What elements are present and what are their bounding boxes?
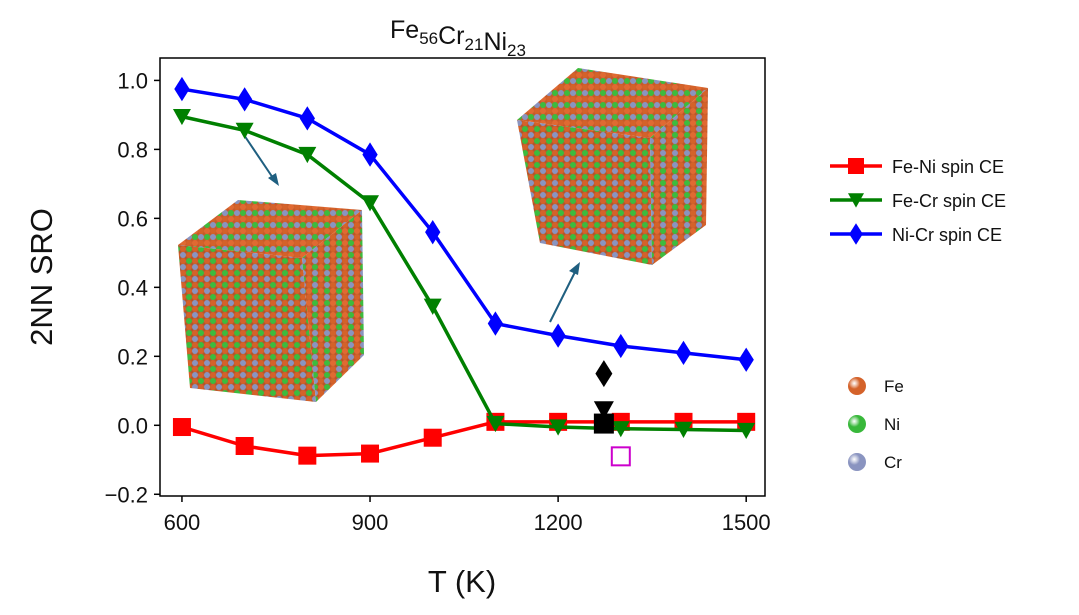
data-point <box>298 146 317 164</box>
y-tick-label: −0.2 <box>105 482 148 507</box>
x-axis-ticks: 600 900 1200 1500 <box>164 496 771 535</box>
cube-illustration-high-t <box>517 68 708 265</box>
data-point <box>361 444 380 463</box>
black-square-marker <box>593 413 614 434</box>
data-point <box>487 311 504 336</box>
magenta-open-square-marker <box>610 446 631 467</box>
series-layer <box>172 76 756 465</box>
data-point <box>486 415 505 433</box>
legend-label: Fe-Cr spin CE <box>892 191 1006 211</box>
x-tick-label: 1200 <box>534 510 583 535</box>
data-point <box>174 76 190 102</box>
x-tick-label: 900 <box>352 510 389 535</box>
series-line <box>181 87 747 362</box>
x-axis-label: T (K) <box>428 564 496 599</box>
annotation-arrow-high-t <box>549 262 580 323</box>
chart-title: Fe56Cr21Ni23 <box>390 16 526 60</box>
data-point <box>236 87 253 112</box>
y-axis-ticks: −0.2 0.0 0.2 0.4 0.6 0.8 1.0 <box>105 68 160 507</box>
data-point <box>675 340 692 366</box>
black-diamond-marker <box>595 360 613 388</box>
x-tick-label: 600 <box>164 510 201 535</box>
atom-sphere-icon <box>848 377 866 395</box>
legend-marker <box>849 223 863 245</box>
data-point <box>611 421 630 438</box>
title-element: Fe <box>390 16 419 44</box>
data-point <box>235 122 254 139</box>
data-point <box>738 347 754 372</box>
atom-label: Fe <box>884 377 904 396</box>
atom-sphere-icon <box>848 453 866 471</box>
legend-label: Ni-Cr spin CE <box>892 225 1002 245</box>
series-ni-cr-spin-ce <box>174 76 754 372</box>
y-tick-label: 0.8 <box>117 137 148 162</box>
data-point <box>298 446 317 465</box>
title-subscript: 56 <box>419 29 438 48</box>
title-element: Cr <box>438 22 464 50</box>
data-point <box>423 428 442 447</box>
y-tick-label: 1.0 <box>117 68 148 93</box>
data-point <box>550 323 566 348</box>
y-axis-label: 2NN SRO <box>24 208 59 346</box>
series-fe-ni-spin-ce <box>172 412 756 465</box>
series-fe-cr-spin-ce <box>172 108 756 440</box>
legend-marker <box>848 193 864 208</box>
y-tick-label: 0.2 <box>117 344 148 369</box>
legend-marker <box>848 158 864 174</box>
data-point <box>423 298 442 315</box>
atom-sphere-icon <box>848 415 866 433</box>
data-point <box>549 419 568 436</box>
y-tick-label: 0.6 <box>117 206 148 231</box>
annotation-arrow-low-t <box>241 131 279 186</box>
data-point <box>235 436 254 455</box>
data-point <box>172 108 191 126</box>
legend: Fe-Ni spin CE Fe-Cr spin CE Ni-Cr spin CE <box>830 157 1006 245</box>
black-triangle-marker <box>593 401 614 420</box>
data-point <box>361 195 380 212</box>
title-subscript: 21 <box>465 35 484 54</box>
data-point <box>362 142 378 167</box>
data-point <box>674 421 693 438</box>
title-subscript: 23 <box>507 41 526 60</box>
series-line <box>181 420 747 458</box>
y-tick-label: 0.4 <box>117 275 148 300</box>
cube-illustration-low-t <box>178 200 364 402</box>
legend-label: Fe-Ni spin CE <box>892 157 1004 177</box>
extra-points-layer <box>593 360 631 467</box>
data-point <box>737 422 756 440</box>
data-point <box>613 333 629 359</box>
y-tick-label: 0.0 <box>117 413 148 438</box>
atom-label: Cr <box>884 453 902 472</box>
plot-frame <box>159 57 766 497</box>
x-tick-label: 1500 <box>722 510 771 535</box>
series-line <box>181 114 747 433</box>
atom-label: Ni <box>884 415 900 434</box>
data-point <box>299 106 315 131</box>
data-point <box>425 220 441 245</box>
title-element: Ni <box>483 28 507 56</box>
atom-legend: Fe Ni Cr <box>848 377 904 472</box>
data-point <box>172 418 191 437</box>
